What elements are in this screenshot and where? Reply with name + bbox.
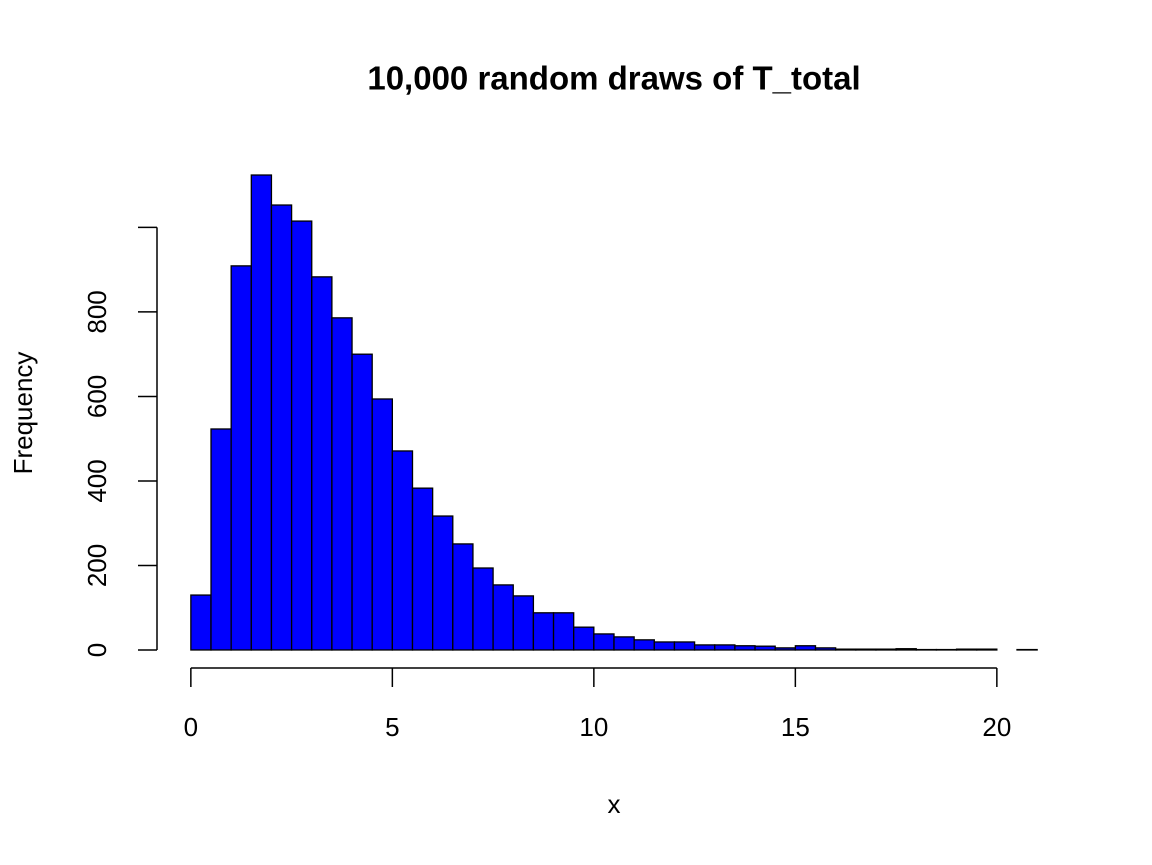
bar xyxy=(693,644,716,651)
bar xyxy=(532,612,555,651)
bar xyxy=(230,265,252,651)
bar xyxy=(210,428,232,651)
bar xyxy=(391,450,414,651)
bar xyxy=(955,648,978,651)
y-tick-label: 0 xyxy=(82,643,112,657)
bar xyxy=(734,645,756,651)
bar xyxy=(895,648,917,651)
bar xyxy=(573,626,595,651)
x-tick-label: 0 xyxy=(184,712,198,742)
bar xyxy=(814,647,837,651)
chart-title: 10,000 random draws of T_total xyxy=(367,60,860,97)
bar xyxy=(351,353,373,651)
bar xyxy=(452,543,474,651)
bar xyxy=(472,567,494,651)
bar xyxy=(311,276,333,651)
bar xyxy=(754,645,776,651)
bar xyxy=(492,584,514,651)
bar xyxy=(371,398,394,651)
bar xyxy=(270,204,293,651)
bar xyxy=(794,645,817,651)
bar xyxy=(593,633,615,651)
x-axis-label: x xyxy=(608,789,621,819)
bar xyxy=(552,612,575,651)
bar xyxy=(432,515,454,651)
bar xyxy=(714,644,736,651)
bar xyxy=(673,641,696,651)
x-tick-label: 5 xyxy=(385,712,399,742)
y-tick-label: 200 xyxy=(82,544,112,587)
bar xyxy=(290,220,313,651)
x-tick-label: 15 xyxy=(781,712,810,742)
x-tick-label: 20 xyxy=(982,712,1011,742)
bar xyxy=(834,648,857,651)
x-tick-label: 10 xyxy=(579,712,608,742)
y-tick-label: 600 xyxy=(82,375,112,418)
bar xyxy=(774,647,796,651)
bar xyxy=(875,648,897,651)
bar xyxy=(512,595,535,651)
bar xyxy=(976,648,998,651)
bar xyxy=(855,648,877,651)
bar xyxy=(411,487,434,651)
bar xyxy=(190,594,212,651)
y-tick-label: 800 xyxy=(82,290,112,333)
bar xyxy=(633,639,655,651)
bar xyxy=(653,641,676,651)
bar xyxy=(613,636,635,651)
y-tick-label: 400 xyxy=(82,459,112,502)
bar xyxy=(331,317,353,651)
bar xyxy=(250,174,273,651)
y-axis-label: Frequency xyxy=(8,352,38,475)
